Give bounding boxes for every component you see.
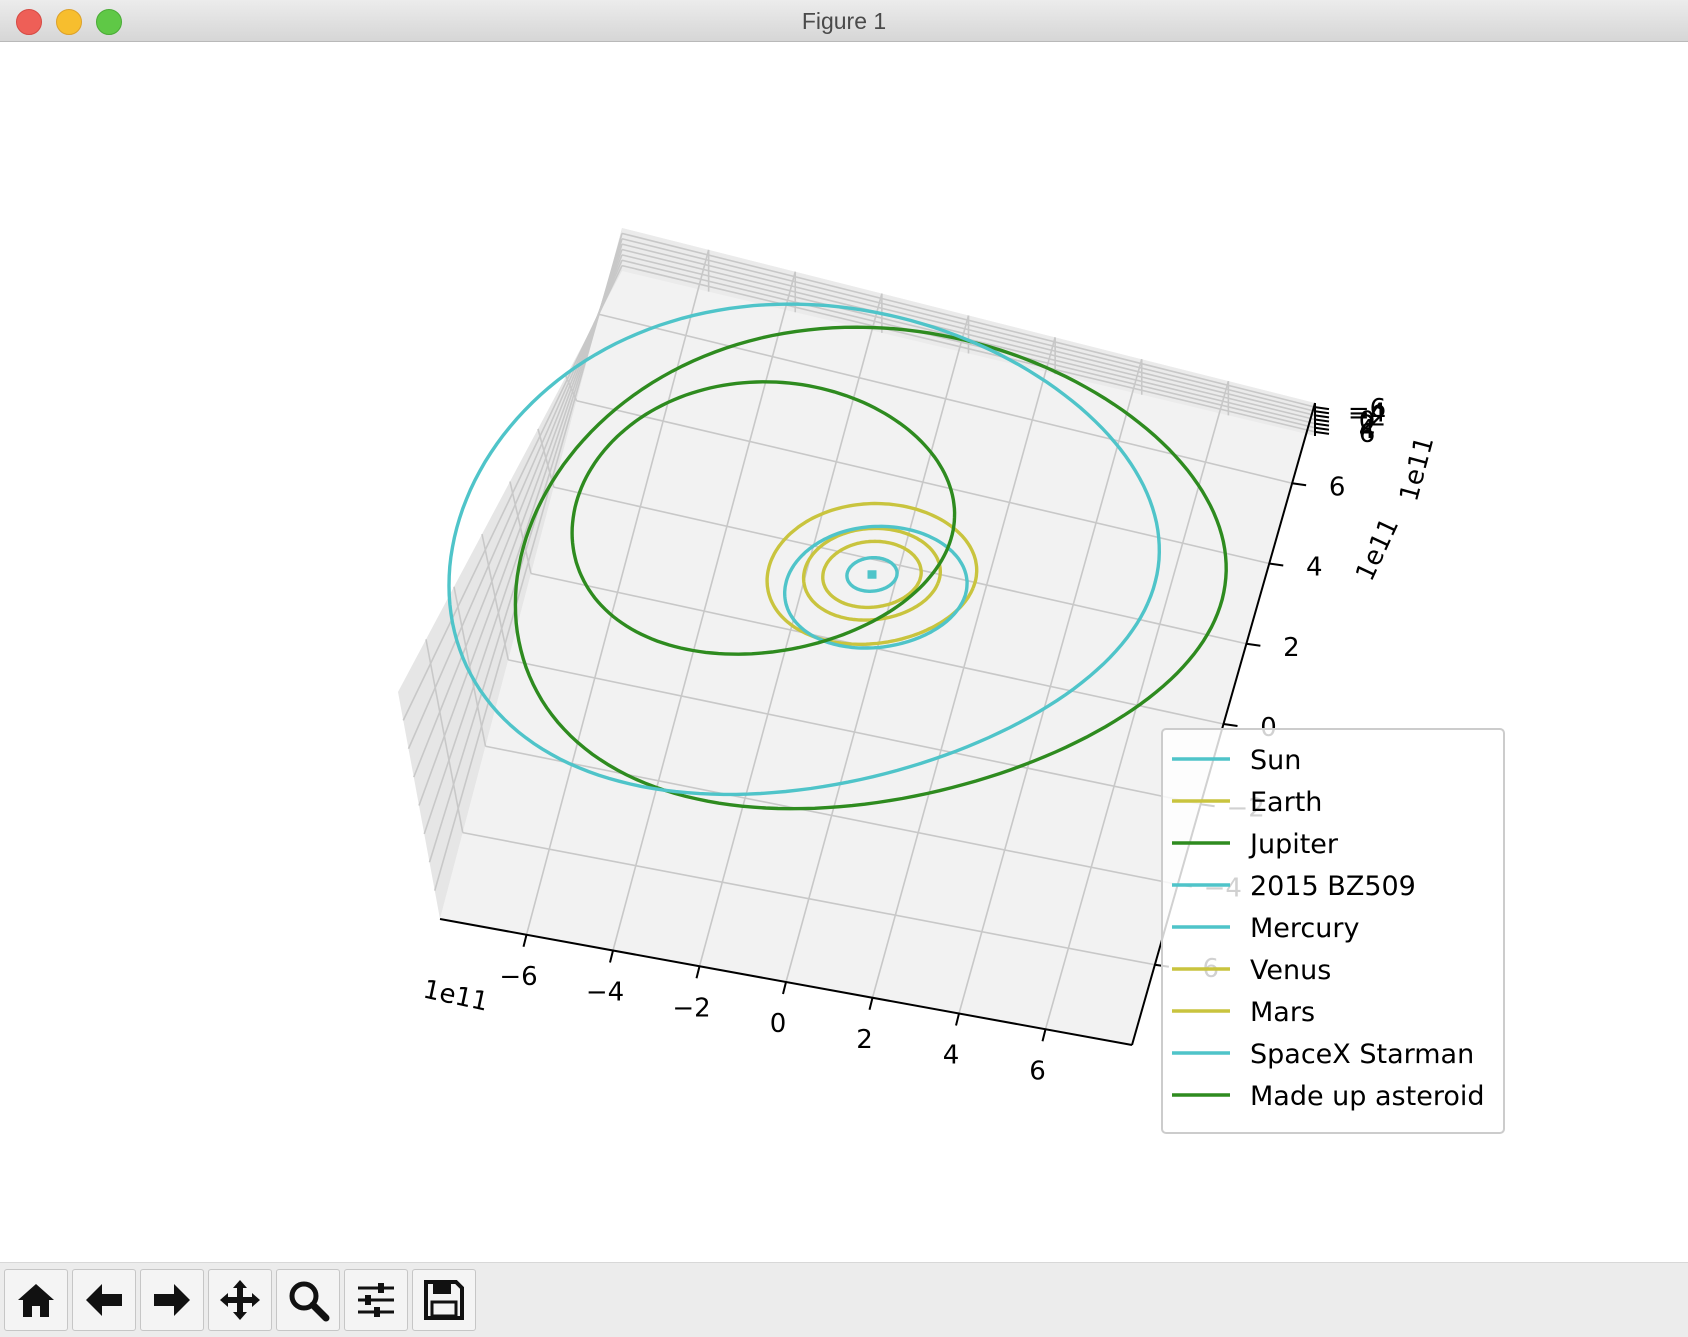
maximize-window-button[interactable] (96, 9, 122, 35)
close-window-button[interactable] (16, 9, 42, 35)
legend-label: SpaceX Starman (1250, 1039, 1474, 1070)
minimize-window-button[interactable] (56, 9, 82, 35)
zoom-icon (289, 1281, 330, 1322)
pan-icon (220, 1280, 260, 1320)
series-made-up-asteroid (570, 380, 957, 656)
navigation-toolbar (0, 1262, 1688, 1337)
x-tick-label: 4 (943, 1041, 960, 1071)
side-gridline (418, 249, 623, 806)
side-gridline (407, 259, 623, 750)
y-axis-tick (1269, 562, 1284, 567)
window-title: Figure 1 (801, 8, 887, 34)
x-tick-label: 2 (856, 1025, 873, 1055)
z-tick-label: 2 (1359, 411, 1376, 441)
floor-gridline (871, 337, 1056, 998)
series-2015-bz509 (447, 302, 1162, 797)
home-icon (18, 1284, 54, 1317)
legend (1161, 728, 1505, 1134)
z-offset-label: 1e11 (1394, 433, 1440, 504)
legend-label: Earth (1250, 787, 1322, 818)
y-axis-tick (1291, 482, 1307, 487)
z-tick-label: 0 (1359, 407, 1376, 437)
side-gridline (565, 375, 578, 402)
z-axis-tick (1314, 418, 1330, 423)
z-tick-label: −2 (1348, 402, 1386, 432)
x-tick-label: −4 (586, 978, 624, 1008)
legend-label: Mercury (1250, 913, 1359, 944)
z-axis-tick (1314, 430, 1330, 435)
back-gridline (621, 264, 1316, 433)
floor-pane (440, 228, 1315, 1045)
y-tick-label: 2 (1283, 633, 1300, 663)
z-axis-tick (1314, 426, 1330, 431)
series-spacex-starman (783, 524, 969, 650)
x-axis-tick (782, 981, 787, 995)
back-button[interactable] (72, 1269, 136, 1331)
z-axis-tick (1314, 414, 1330, 419)
legend-label: Venus (1250, 955, 1331, 986)
series-sun (867, 570, 877, 579)
configure-subplots-button[interactable] (344, 1269, 408, 1331)
side-gridline (402, 265, 623, 721)
save-button[interactable] (412, 1269, 476, 1331)
back-gridline (621, 259, 1316, 429)
series-mars (765, 501, 979, 646)
x-tick-label: 0 (770, 1009, 787, 1039)
legend-label: Mars (1250, 997, 1315, 1028)
z-axis-tick (1314, 406, 1330, 411)
side-gridline (537, 428, 555, 488)
z-tick-label: −6 (1348, 394, 1386, 424)
x-axis-tick (522, 934, 528, 947)
side-gridline (413, 254, 623, 778)
y-tick-label: 6 (1329, 472, 1346, 502)
x-tick-label: −6 (499, 962, 537, 992)
z-tick-label: −4 (1348, 398, 1386, 428)
legend-label: 2015 BZ509 (1250, 871, 1416, 902)
x-axis-tick (609, 950, 614, 963)
x-axis-tick (695, 966, 701, 979)
x-axis-tick (1041, 1029, 1047, 1042)
home-button[interactable] (4, 1269, 68, 1331)
y-axis-tick (1246, 642, 1261, 647)
pan-button[interactable] (208, 1269, 272, 1331)
z-tick-label: 6 (1359, 419, 1376, 449)
y-axis-tick (1223, 723, 1238, 727)
x-axis-tick (955, 1013, 960, 1026)
legend-label: Sun (1250, 745, 1301, 776)
x-offset-label: 1e11 (420, 975, 490, 1018)
y-tick-label: 4 (1306, 553, 1323, 583)
forward-button[interactable] (140, 1269, 204, 1331)
sliders-icon (358, 1283, 394, 1317)
x-tick-label: −2 (672, 993, 710, 1023)
series-jupiter (513, 325, 1228, 811)
forward-arrow-icon (154, 1284, 190, 1316)
series-venus (821, 539, 923, 610)
z-tick-label: 4 (1359, 415, 1376, 445)
title-bar: Figure 1 (0, 0, 1688, 42)
floor-gridline (958, 359, 1143, 1014)
floor-gridline (553, 486, 1247, 645)
chart-3d-plot[interactable]: −6−4−202461e11−6−4−202461e11−6−4−202461e… (0, 42, 1688, 1260)
x-axis-tick (868, 997, 874, 1010)
series-mercury (845, 556, 899, 593)
x-tick-label: 6 (1029, 1056, 1046, 1086)
series-earth (801, 526, 942, 622)
save-icon (424, 1280, 464, 1320)
z-axis-tick (1314, 410, 1330, 415)
legend-label: Jupiter (1248, 829, 1339, 860)
z-axis-tick (1314, 422, 1330, 427)
floor-gridline (576, 399, 1270, 565)
zoom-button[interactable] (276, 1269, 340, 1331)
y-offset-label: 1e11 (1350, 514, 1405, 586)
back-arrow-icon (86, 1284, 122, 1316)
back-gridline (621, 248, 1316, 421)
legend-label: Made up asteroid (1250, 1081, 1484, 1112)
